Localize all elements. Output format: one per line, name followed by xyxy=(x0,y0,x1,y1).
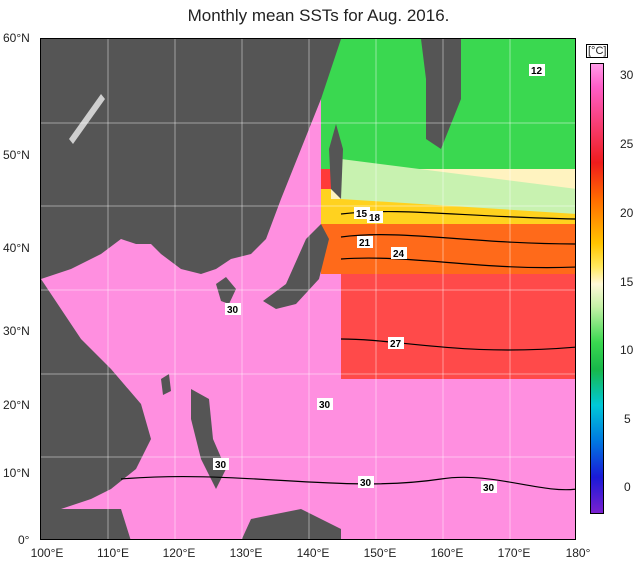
contour-label: 15 xyxy=(356,209,368,220)
new-guinea-land xyxy=(241,509,341,539)
colorbar-tick: 10 xyxy=(620,343,634,357)
colorbar-tick: 25 xyxy=(620,137,634,151)
graticule xyxy=(41,39,575,539)
sst-map: 12 15 18 21 24 27 30 30 30 30 30 xyxy=(40,38,576,540)
colorbar-tick: 0 xyxy=(624,480,631,494)
contour-label: 12 xyxy=(531,66,543,77)
lat-label-10n: 10°N xyxy=(3,466,30,480)
lat-label-60n: 60°N xyxy=(3,31,30,45)
lat-label-50n: 50°N xyxy=(3,148,30,162)
map-title: Monthly mean SSTs for Aug. 2016. xyxy=(187,6,450,25)
colorbar-tick: 5 xyxy=(624,412,631,426)
temperature-colorbar xyxy=(590,63,604,514)
colorbar-tick: 15 xyxy=(620,275,634,289)
contour-label: 30 xyxy=(360,478,372,489)
borneo-sumatra-land xyxy=(41,509,131,539)
lon-label-180: 180° xyxy=(565,546,591,560)
contour-label: 30 xyxy=(215,460,227,471)
lon-label-130e: 130°E xyxy=(229,546,263,560)
subtropical-red-band xyxy=(341,269,575,379)
indochina-land xyxy=(41,279,151,509)
contour-label-bg xyxy=(529,64,545,76)
colorbar-tick: 30 xyxy=(620,68,634,82)
lon-label-140e: 140°E xyxy=(296,546,330,560)
japan-islands xyxy=(263,224,329,309)
lon-label-170e: 170°E xyxy=(497,546,531,560)
contour-label: 27 xyxy=(390,339,402,350)
lon-label-110e: 110°E xyxy=(97,546,129,560)
colorbar-unit: [°C] xyxy=(586,44,609,58)
lake-baikal xyxy=(69,94,105,144)
colorbar-tick: 20 xyxy=(620,206,634,220)
contour-label: 24 xyxy=(393,249,405,260)
sst-map-graphic: 12 15 18 21 24 27 30 30 30 30 30 xyxy=(41,39,575,539)
contour-label: 21 xyxy=(359,238,371,249)
orange-band xyxy=(321,224,575,274)
taiwan-island xyxy=(161,374,171,395)
lat-label-40n: 40°N xyxy=(3,241,30,255)
asia-mainland xyxy=(41,39,341,279)
sakhalin-island xyxy=(329,124,343,199)
lat-label-20n: 20°N xyxy=(3,398,30,412)
contour-label: 30 xyxy=(319,400,331,411)
lon-label-120e: 120°E xyxy=(162,546,196,560)
korea-peninsula xyxy=(216,277,236,304)
lon-label-160e: 160°E xyxy=(430,546,464,560)
contour-label: 30 xyxy=(483,483,495,494)
contour-label: 18 xyxy=(369,213,381,224)
contour-label: 30 xyxy=(227,305,239,316)
lon-label-100e: 100°E xyxy=(30,546,64,560)
lon-label-150e: 150°E xyxy=(363,546,397,560)
lat-label-30n: 30°N xyxy=(3,324,30,338)
kamchatka-land xyxy=(421,39,461,149)
lat-label-0: 0° xyxy=(18,533,30,547)
frontal-zone xyxy=(341,159,575,214)
